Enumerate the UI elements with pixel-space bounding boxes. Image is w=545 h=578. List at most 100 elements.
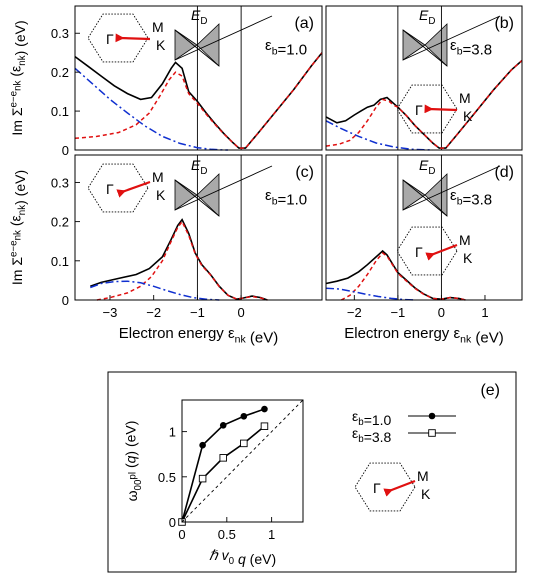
- m-point-label: M: [152, 169, 164, 185]
- k-point-label: K: [156, 37, 166, 53]
- epsilon-label: εb=1.0: [265, 187, 307, 209]
- y-axis-label-part: q: [123, 455, 139, 463]
- epsilon-label-part: =3.8: [463, 42, 493, 59]
- epsilon-label-part: =1.0: [278, 192, 308, 209]
- y-tick-label: 0: [62, 293, 69, 308]
- gamma-label: Γ: [415, 244, 423, 260]
- dirac-line: [402, 29, 448, 67]
- series-line-1: [325, 59, 523, 149]
- gamma-label: Γ: [415, 102, 423, 118]
- y-axis-label: Im Σe−enk (εnk) (eV): [8, 20, 28, 135]
- ed-label-part: E: [191, 7, 201, 23]
- y-axis-label-part: pl: [128, 472, 139, 480]
- epsilon-label-part: ε: [450, 37, 457, 54]
- x-axis-label-part: Electron energy ε: [119, 325, 235, 342]
- plot-frame: [181, 399, 304, 523]
- epsilon-label-part: ε: [450, 187, 457, 204]
- y-tick-label: 0.2: [51, 215, 69, 230]
- ed-label: ED: [419, 157, 435, 177]
- k-point-label: K: [156, 187, 166, 203]
- path-arrow: [115, 33, 151, 43]
- x-tick-label: 0.5: [218, 527, 236, 542]
- y-axis-label-part: (: [123, 463, 139, 472]
- gamma-label: Γ: [106, 31, 114, 47]
- y-axis-label-part: ) (eV): [12, 170, 28, 205]
- x-tick-label: −1: [190, 305, 205, 320]
- ed-label-part: D: [428, 166, 435, 177]
- y-axis-label-part: e−e: [8, 240, 19, 257]
- ed-label-part: E: [419, 157, 429, 173]
- path-arrow: [383, 479, 416, 497]
- ed-label-part: D: [200, 166, 207, 177]
- plot-frame: [74, 5, 323, 151]
- dirac-line: [402, 179, 448, 217]
- legend-label: εb=1.0: [352, 408, 392, 428]
- x-axis-label-part: q: [234, 551, 246, 567]
- path-arrow: [424, 104, 458, 114]
- legend-label-part: ε: [352, 408, 358, 424]
- y-tick-label: 0: [62, 143, 69, 158]
- brillouin-zone-hexagon: [354, 462, 416, 512]
- plot-frame: [74, 154, 323, 301]
- panel-label: (a): [294, 15, 314, 32]
- series-line-2: [90, 280, 220, 301]
- valence-cone: [174, 179, 198, 211]
- x-tick-label: 0: [238, 305, 245, 320]
- epsilon-label-part: =1.0: [278, 42, 308, 59]
- x-axis-label: ℏ v0 q (eV): [209, 547, 276, 567]
- y-axis-label-part: nk: [13, 230, 24, 240]
- ed-label: ED: [419, 7, 435, 27]
- series-line-2: [325, 120, 433, 151]
- y-axis-label-part: ) (eV): [12, 20, 28, 55]
- brillouin-zone-hexagon: [87, 163, 149, 213]
- y-tick-label: 0.1: [51, 254, 69, 269]
- k-point-label: K: [463, 108, 473, 124]
- y-tick-label: 0.3: [51, 26, 69, 41]
- y-tick-label: 0: [169, 515, 176, 530]
- legend-label-part: b: [358, 434, 364, 445]
- gamma-label: Γ: [106, 181, 114, 197]
- legend-label-part: ε: [352, 425, 358, 441]
- epsilon-label-part: b: [457, 196, 463, 208]
- x-tick-label: −3: [103, 305, 118, 320]
- y-axis-label-part: (ε: [8, 66, 24, 81]
- epsilon-label: εb=1.0: [265, 37, 307, 59]
- ed-label-part: E: [191, 157, 201, 173]
- series-line-1: [74, 52, 323, 149]
- epsilon-label: εb=3.8: [450, 187, 492, 209]
- ed-label: ED: [191, 157, 207, 177]
- y-tick-label: 0.3: [51, 175, 69, 190]
- data-point: [261, 405, 268, 413]
- y-axis-label: Im Σe−enk (εnk) (eV): [8, 170, 28, 285]
- dirac-line: [402, 15, 501, 61]
- plot-frame: [325, 154, 523, 301]
- epsilon-label: εb=3.8: [450, 37, 492, 59]
- legend-label-part: =1.0: [364, 412, 392, 428]
- epsilon-label-part: ε: [265, 37, 272, 54]
- data-point: [260, 422, 269, 430]
- y-axis-label-part: nk: [17, 55, 28, 65]
- brillouin-zone-hexagon: [396, 84, 458, 134]
- legend-label-part: b: [358, 417, 364, 428]
- x-axis-label-part: 0: [229, 556, 235, 567]
- legend-label-part: =3.8: [364, 429, 392, 445]
- x-axis-label-part: Electron energy ε: [344, 325, 460, 342]
- valence-cone: [402, 179, 426, 211]
- x-tick-label: 1: [268, 527, 275, 542]
- series-line-0: [325, 249, 466, 301]
- legend-marker: [428, 429, 436, 437]
- x-tick-label: 0: [178, 527, 185, 542]
- x-tick-label: 1: [481, 305, 488, 320]
- y-axis-label-part: Im Σ: [9, 257, 25, 285]
- series-line-1: [96, 220, 268, 301]
- series-line-2: [181, 399, 304, 523]
- y-axis-label-part: e−e: [8, 90, 19, 107]
- x-axis-label: Electron energy εnk (eV): [344, 325, 504, 347]
- y-tick-label: 0.1: [51, 104, 69, 119]
- m-point-label: M: [459, 232, 471, 248]
- x-axis-label-part: (eV): [246, 551, 276, 567]
- panel-label: (c): [295, 164, 314, 181]
